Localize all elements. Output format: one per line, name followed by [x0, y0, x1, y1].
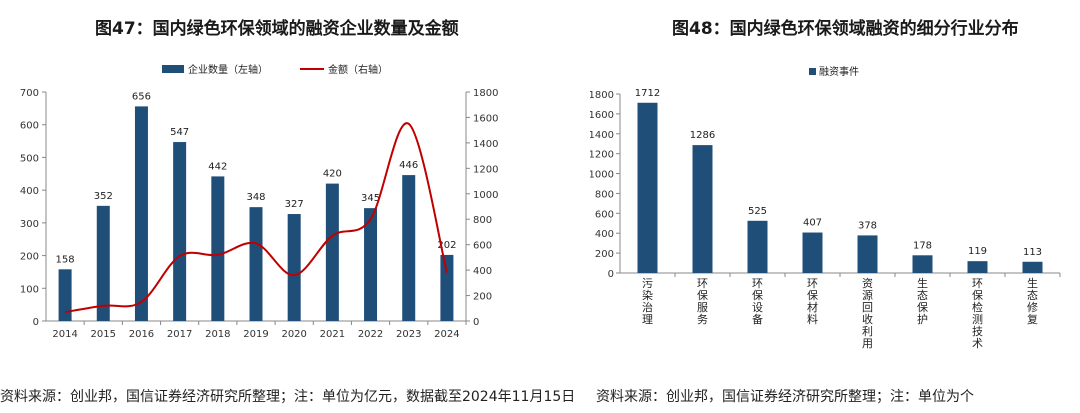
- bar-data-label: 446: [399, 160, 418, 171]
- bar-data-label: 1712: [635, 88, 660, 99]
- bar-data-label: 525: [748, 206, 767, 217]
- bar-data-label: 113: [1023, 247, 1042, 258]
- right-tick-label: 1800: [473, 88, 498, 99]
- y-tick-label: 1000: [590, 170, 614, 181]
- left-tick-label: 600: [20, 121, 39, 132]
- bar-data-label: 178: [913, 240, 932, 251]
- right-tick-label: 200: [473, 292, 492, 303]
- right-tick-label: 400: [473, 266, 492, 277]
- x-tick-label: 2014: [52, 329, 77, 340]
- legend-swatch: [809, 68, 816, 75]
- bar-data-label: 202: [437, 240, 456, 251]
- x-tick-label: 2022: [358, 329, 383, 340]
- bar-data-label: 442: [208, 161, 227, 172]
- y-tick-label: 200: [595, 249, 614, 260]
- bar-data-label: 348: [246, 192, 265, 203]
- chart-47-title: 图47：国内绿色环保领域的融资企业数量及金额: [95, 19, 459, 39]
- bar-data-label: 327: [285, 199, 304, 210]
- x-tick-label: 2016: [129, 329, 154, 340]
- legend-label-bar: 企业数量（左轴）: [188, 63, 268, 76]
- bar: [967, 261, 988, 273]
- right-tick-label: 1000: [473, 190, 498, 201]
- bar: [402, 175, 416, 321]
- left-tick-label: 300: [20, 219, 39, 230]
- y-tick-label: 600: [595, 209, 614, 220]
- bar-data-label: 378: [858, 220, 877, 231]
- y-tick-label: 1600: [590, 110, 614, 121]
- x-tick-label: 2021: [320, 329, 345, 340]
- bar-data-label: 352: [94, 191, 113, 202]
- left-tick-label: 100: [20, 284, 39, 295]
- bar-data-label: 656: [132, 91, 151, 102]
- chart-48-title: 图48：国内绿色环保领域融资的细分行业分布: [672, 19, 1019, 39]
- left-tick-label: 500: [20, 153, 39, 164]
- bar: [173, 142, 187, 321]
- left-tick-label: 400: [20, 186, 39, 197]
- bar: [325, 183, 339, 321]
- x-tick-label: 2024: [434, 329, 459, 340]
- bar-data-label: 420: [323, 169, 342, 180]
- bar-data-label: 345: [361, 193, 380, 204]
- right-tick-label: 1400: [473, 139, 498, 150]
- x-tick-label: 2017: [167, 329, 192, 340]
- bar: [1022, 261, 1043, 273]
- x-tick-label: 资源回收利用: [862, 277, 873, 350]
- bar-data-label: 407: [803, 218, 822, 229]
- right-tick-label: 1200: [473, 164, 498, 175]
- left-tick-label: 200: [20, 252, 39, 263]
- x-tick-label: 环保服务: [697, 277, 708, 326]
- x-tick-label: 环保材料: [807, 277, 818, 326]
- right-tick-label: 600: [473, 241, 492, 252]
- bar: [440, 254, 454, 321]
- y-tick-label: 0: [608, 269, 614, 280]
- bar: [134, 106, 148, 321]
- bar-data-label: 158: [56, 254, 75, 265]
- left-tick-label: 700: [20, 88, 39, 99]
- right-tick-label: 0: [473, 317, 479, 328]
- bar: [58, 269, 72, 321]
- legend-label-line: 金额（右轴）: [328, 63, 388, 76]
- x-tick-label: 生态修复: [1027, 276, 1038, 326]
- chart-47: 0 100 200 300 400 500 600 700 0 200 400 600 800 1000 1…: [20, 63, 499, 340]
- bar-data-label: 1286: [690, 130, 715, 141]
- bar: [96, 205, 110, 321]
- bar-data-label: 119: [968, 246, 987, 257]
- bar: [692, 145, 713, 273]
- x-tick-label: 2020: [281, 329, 306, 340]
- x-tick-label: 污染治理: [642, 277, 653, 326]
- x-tick-label: 环保设备: [752, 277, 763, 326]
- x-tick-label: 2023: [396, 329, 421, 340]
- bar: [747, 220, 768, 273]
- amount-line: [64, 122, 448, 314]
- legend-label: 融资事件: [819, 65, 859, 78]
- bar: [249, 207, 263, 321]
- right-tick-label: 800: [473, 215, 492, 226]
- chart-48-source: 资料来源：创业邦，国信证券经济研究所整理；注：单位为个: [596, 389, 974, 405]
- x-tick-label: 2018: [205, 329, 230, 340]
- x-tick-label: 2019: [243, 329, 268, 340]
- x-tick-label: 2015: [91, 329, 116, 340]
- y-tick-label: 800: [595, 189, 614, 200]
- bar: [802, 232, 823, 273]
- left-tick-label: 0: [33, 317, 39, 328]
- chart-47-source: 资料来源：创业邦，国信证券经济研究所整理；注：单位为亿元，数据截至2024年11…: [0, 389, 576, 405]
- bar: [287, 214, 301, 321]
- x-tick-label: 环保检测技术: [972, 277, 983, 350]
- chart-48: 0 200 400 600 800 1000 1200 1400 1600 1800 1712 污染治…: [590, 65, 1061, 350]
- bar: [364, 208, 378, 321]
- bar: [637, 102, 658, 273]
- x-tick-label: 生态保护: [917, 276, 928, 326]
- right-tick-label: 1600: [473, 113, 498, 124]
- y-tick-label: 400: [595, 229, 614, 240]
- bar: [211, 176, 225, 321]
- bar: [857, 235, 878, 273]
- legend-swatch-bar: [162, 65, 184, 73]
- bar: [912, 255, 933, 273]
- y-tick-label: 1400: [590, 130, 614, 141]
- y-tick-label: 1800: [590, 90, 614, 101]
- y-tick-label: 1200: [590, 150, 614, 161]
- bar-data-label: 547: [170, 127, 189, 138]
